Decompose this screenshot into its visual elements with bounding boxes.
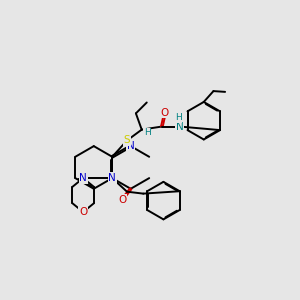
Text: O: O bbox=[79, 207, 87, 217]
Text: O: O bbox=[118, 195, 126, 205]
Text: N: N bbox=[79, 173, 87, 183]
Text: N: N bbox=[176, 122, 184, 131]
Text: S: S bbox=[124, 136, 130, 146]
Text: H: H bbox=[175, 113, 181, 122]
Text: H: H bbox=[144, 128, 151, 137]
Text: O: O bbox=[161, 108, 169, 118]
Text: N: N bbox=[108, 173, 116, 183]
Text: N: N bbox=[127, 141, 135, 151]
